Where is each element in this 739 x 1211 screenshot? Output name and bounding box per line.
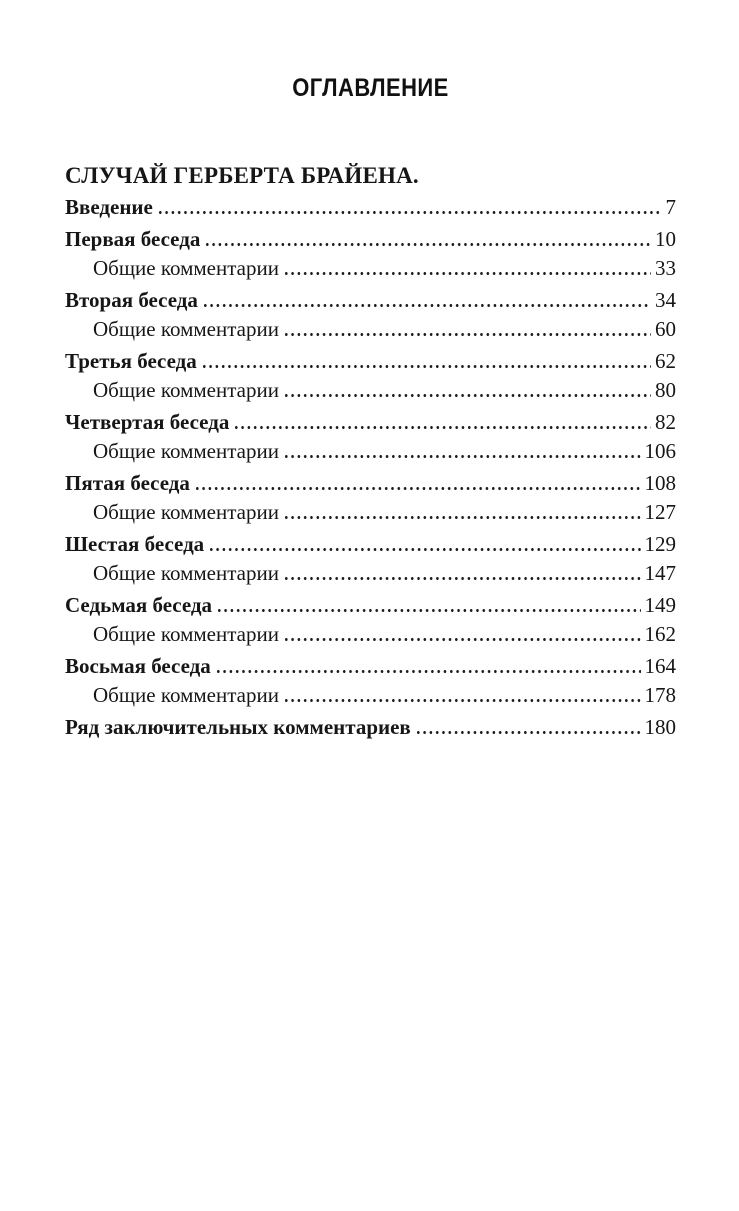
toc-entry[interactable]: Первая беседа 10 [65, 225, 676, 254]
toc-entry[interactable]: Четвертая беседа 82 [65, 408, 676, 437]
dot-leader [416, 731, 641, 734]
dot-leader [203, 304, 651, 307]
toc-entry-page: 82 [655, 410, 676, 434]
toc-entry-label: Третья беседа [65, 349, 197, 373]
dot-leader [195, 487, 641, 490]
toc-entry[interactable]: Вторая беседа 34 [65, 286, 676, 315]
toc-entry-page: 162 [644, 622, 677, 646]
toc-entry-page: 80 [655, 378, 676, 402]
toc-entry[interactable]: Ряд заключительных комментариев 180 [65, 713, 676, 742]
toc-entry[interactable]: Восьмая беседа 164 [65, 652, 676, 681]
toc-entry[interactable]: Третья беседа 62 [65, 347, 676, 376]
toc-entry-label: Общие комментарии [93, 317, 279, 341]
dot-leader [202, 365, 651, 368]
toc-entry-page: 33 [655, 256, 676, 280]
toc-entry-label: Общие комментарии [93, 622, 279, 646]
toc-subentry[interactable]: Общие комментарии 147 [65, 559, 676, 588]
toc-entry-page: 62 [655, 349, 676, 373]
dot-leader [218, 609, 641, 612]
book-page: ОГЛАВЛЕНИЕ СЛУЧАЙ ГЕРБЕРТА БРАЙЕНА. Введ… [65, 0, 676, 742]
toc-subentry[interactable]: Общие комментарии 60 [65, 315, 676, 344]
toc-entry-page: 129 [644, 532, 677, 556]
toc-entry-page: 149 [644, 593, 677, 617]
toc-entry-label: Пятая беседа [65, 471, 190, 495]
toc-subentry[interactable]: Общие комментарии 162 [65, 620, 676, 649]
toc-entry[interactable]: Введение 7 [65, 193, 676, 222]
toc-entry-page: 178 [644, 683, 677, 707]
toc-entry-label: Общие комментарии [93, 683, 279, 707]
toc-entry-label: Общие комментарии [93, 256, 279, 280]
toc-entry-page: 147 [644, 561, 677, 585]
toc-entry-label: Четвертая беседа [65, 410, 230, 434]
toc-entry-page: 7 [665, 195, 677, 219]
dot-leader [206, 243, 651, 246]
toc-entry-label: Шестая беседа [65, 532, 205, 556]
toc-entry-page: 60 [655, 317, 676, 341]
dot-leader [284, 455, 641, 458]
toc-entry-label: Общие комментарии [93, 500, 279, 524]
toc-entry-label: Восьмая беседа [65, 654, 211, 678]
dot-leader [284, 577, 641, 580]
toc-entry-page: 180 [644, 715, 677, 739]
toc-subentry[interactable]: Общие комментарии 106 [65, 437, 676, 466]
toc-subentry[interactable]: Общие комментарии 127 [65, 498, 676, 527]
toc-entry-label: Первая беседа [65, 227, 201, 251]
dot-leader [216, 670, 641, 673]
toc-entry-label: Общие комментарии [93, 561, 279, 585]
toc-entry-page: 34 [655, 288, 676, 312]
table-of-contents: СЛУЧАЙ ГЕРБЕРТА БРАЙЕНА. Введение 7 Перв… [65, 161, 676, 742]
toc-entry[interactable]: Седьмая беседа 149 [65, 591, 676, 620]
toc-entry-label: Общие комментарии [93, 378, 279, 402]
dot-leader [284, 699, 641, 702]
toc-entry-page: 106 [644, 439, 677, 463]
dot-leader [284, 333, 651, 336]
toc-entry-page: 127 [644, 500, 677, 524]
section-heading: СЛУЧАЙ ГЕРБЕРТА БРАЙЕНА. [65, 163, 419, 188]
toc-entry-label: Ряд заключительных комментариев [65, 715, 411, 739]
toc-entry-label: Общие комментарии [93, 439, 279, 463]
dot-leader [158, 211, 662, 214]
toc-entry[interactable]: Пятая беседа 108 [65, 469, 676, 498]
page-title: ОГЛАВЛЕНИЕ [292, 74, 449, 102]
dot-leader [235, 426, 651, 429]
toc-entry-label: Вторая беседа [65, 288, 198, 312]
toc-subentry[interactable]: Общие комментарии 80 [65, 376, 676, 405]
dot-leader [284, 516, 641, 519]
dot-leader [284, 272, 651, 275]
dot-leader [210, 548, 641, 551]
toc-entry-page: 164 [644, 654, 677, 678]
toc-subentry[interactable]: Общие комментарии 33 [65, 254, 676, 283]
dot-leader [284, 394, 651, 397]
dot-leader [284, 638, 641, 641]
toc-entry-page: 10 [655, 227, 676, 251]
toc-subentry[interactable]: Общие комментарии 178 [65, 681, 676, 710]
toc-entry-page: 108 [644, 471, 677, 495]
toc-entry[interactable]: Шестая беседа 129 [65, 530, 676, 559]
toc-entry-label: Введение [65, 195, 153, 219]
toc-entry-label: Седьмая беседа [65, 593, 213, 617]
